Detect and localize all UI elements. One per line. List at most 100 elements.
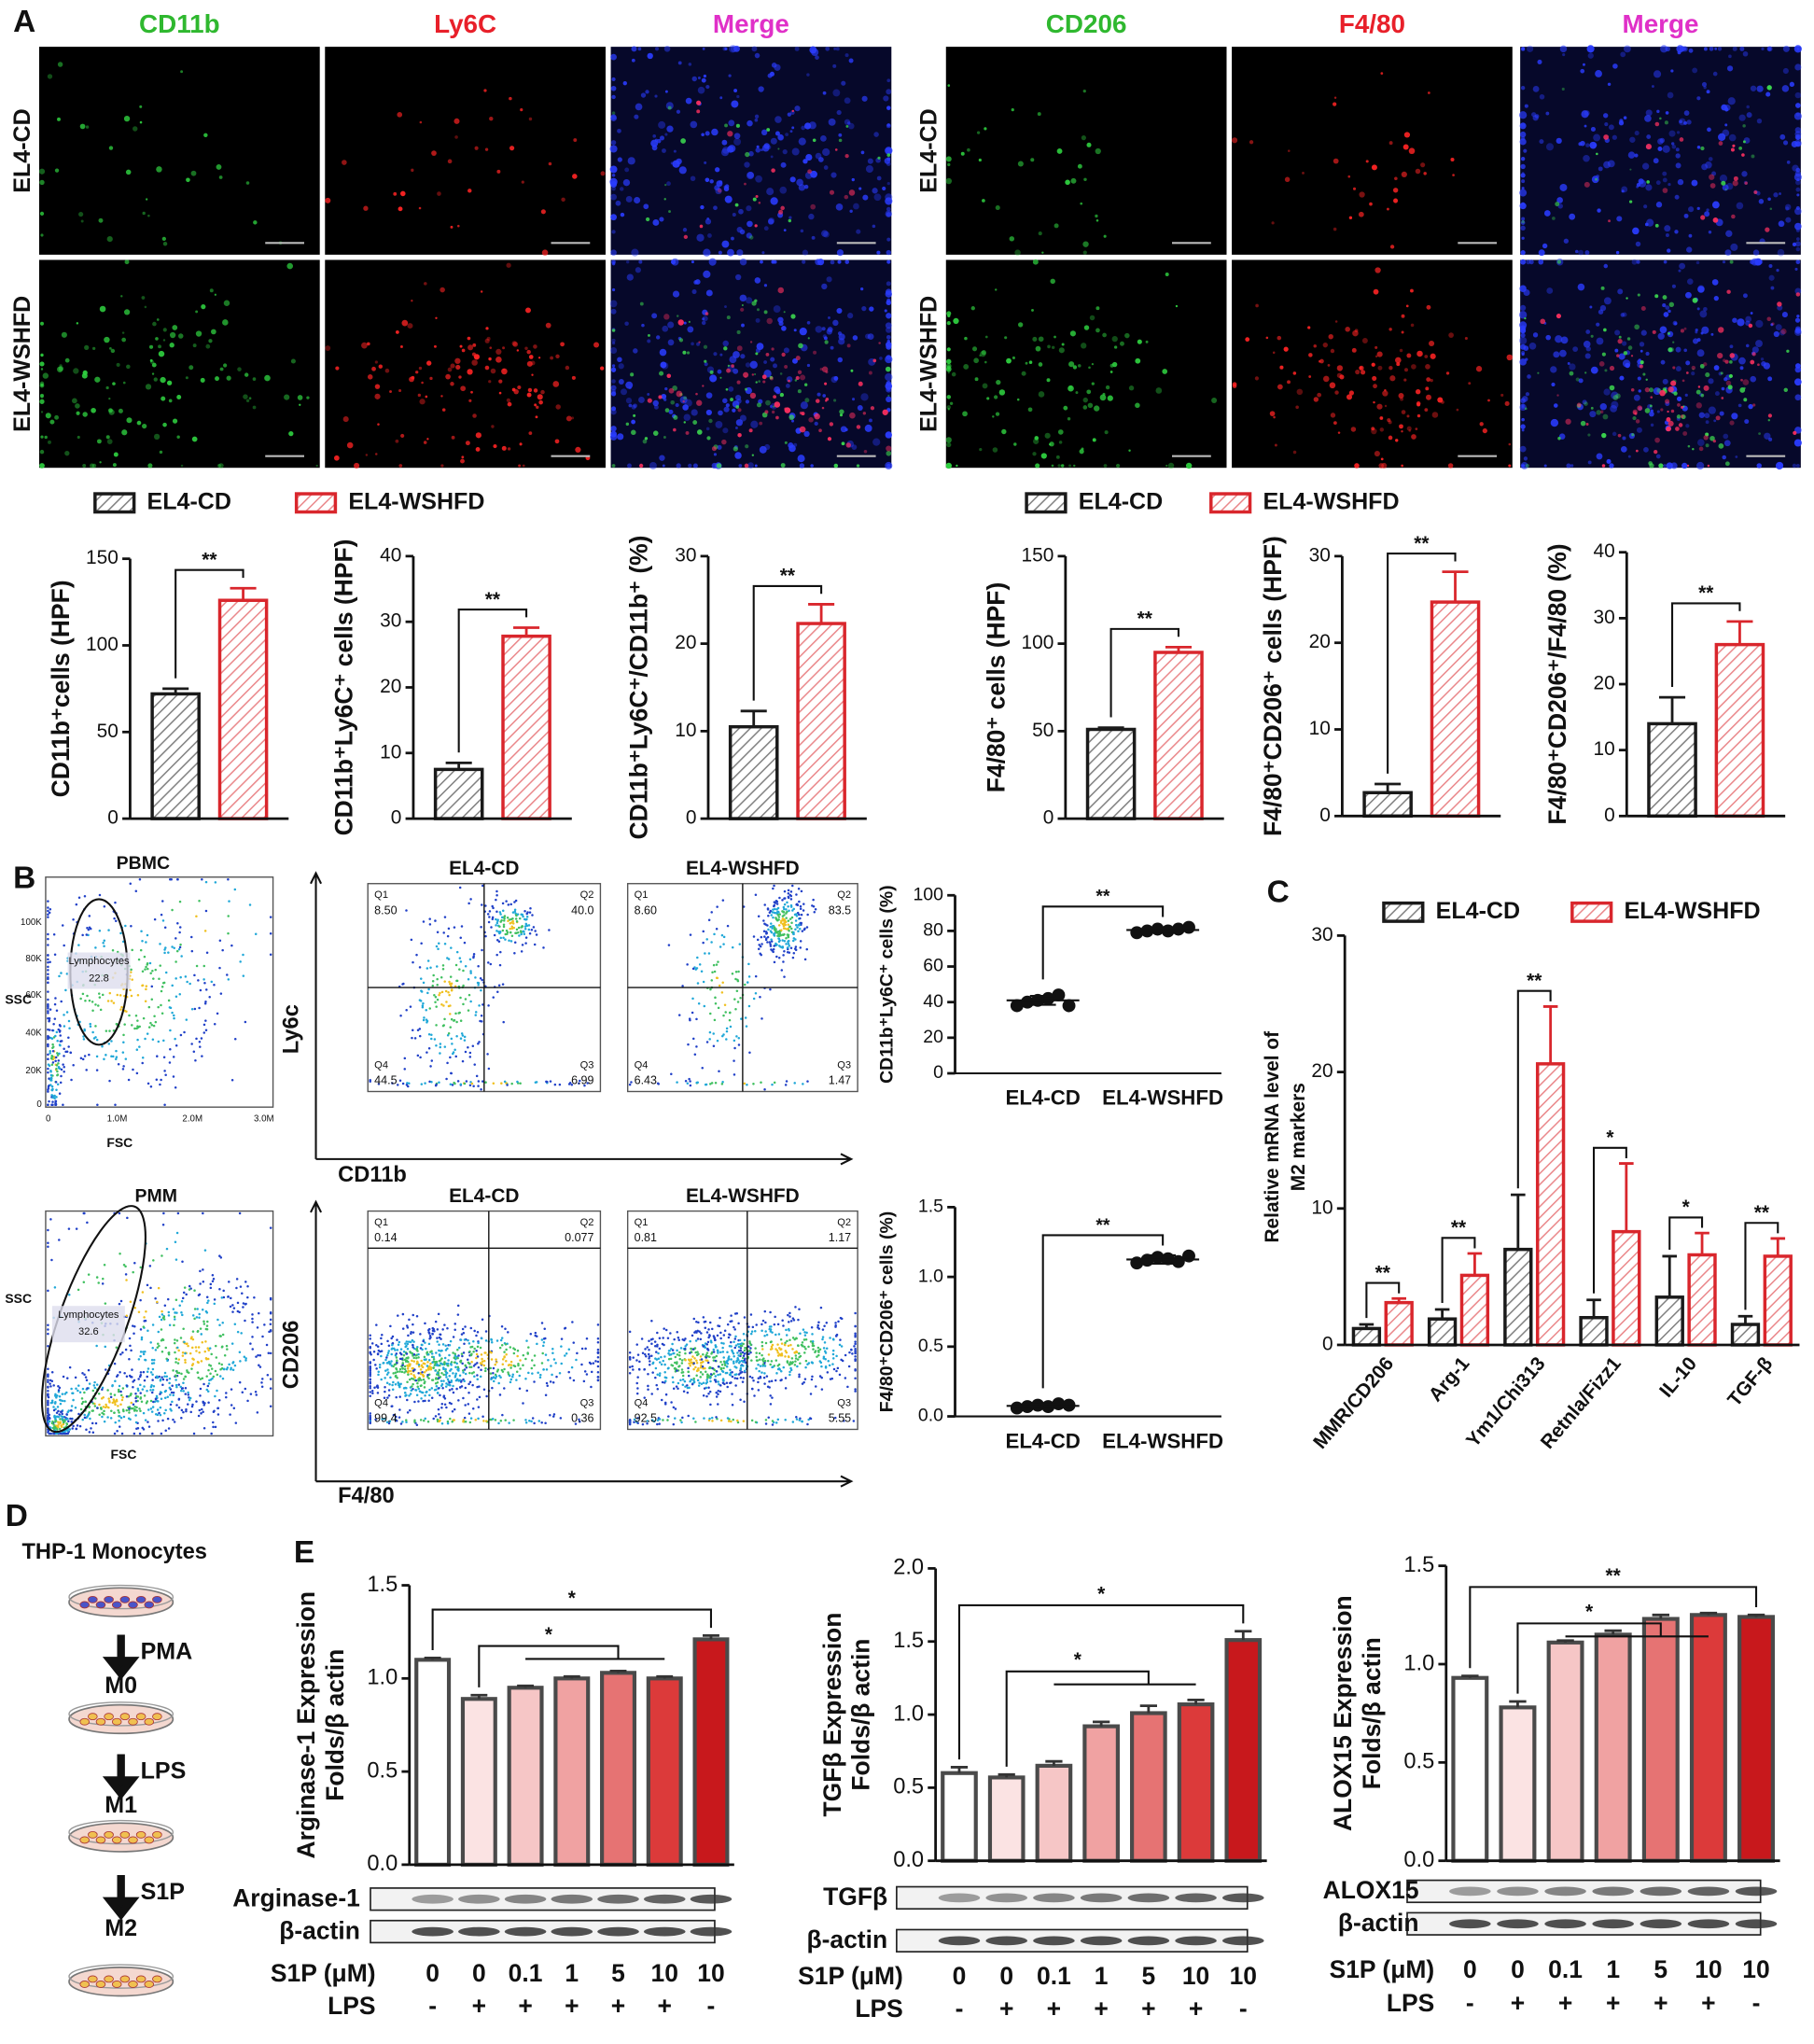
cell [673, 149, 677, 153]
event-dot [96, 1407, 99, 1409]
event-dot [58, 1394, 62, 1398]
event-dot [213, 1302, 216, 1306]
event-dot [425, 1018, 428, 1021]
cell [882, 186, 886, 191]
cell [1527, 374, 1531, 379]
event-dot [173, 1323, 175, 1327]
event-dot [134, 1421, 138, 1424]
event-dot [480, 1088, 482, 1091]
cell [1604, 122, 1609, 127]
event-dot [416, 1385, 419, 1389]
cell [705, 177, 710, 183]
cell [767, 73, 773, 78]
cell [141, 296, 146, 300]
cell [1617, 433, 1622, 438]
cell [1595, 70, 1602, 77]
cell [850, 369, 854, 372]
event-dot [139, 1354, 142, 1358]
cell [1031, 308, 1034, 312]
cell [1519, 203, 1527, 210]
event-dot [778, 913, 782, 916]
cell [1640, 349, 1643, 353]
event-dot [131, 1376, 133, 1379]
gate-label-box [51, 1306, 125, 1343]
event-dot [435, 1083, 438, 1086]
cell [1722, 184, 1729, 191]
event-dot [269, 1387, 272, 1390]
cell [748, 150, 754, 157]
event-dot [754, 992, 758, 995]
event-dot [127, 1078, 131, 1082]
event-dot [65, 1391, 68, 1394]
cell [1540, 318, 1546, 325]
cell [808, 417, 814, 423]
cell [664, 90, 668, 93]
event-dot [789, 946, 793, 950]
event-dot [168, 1377, 172, 1380]
event-dot [136, 1426, 140, 1430]
event-dot [201, 1308, 204, 1311]
event-dot [47, 969, 49, 972]
cell [1569, 213, 1576, 220]
event-dot [226, 1348, 229, 1351]
cell [815, 399, 820, 403]
event-dot [503, 1080, 507, 1084]
event-dot [522, 915, 524, 918]
event-dot [404, 1369, 408, 1373]
event-dot [181, 1260, 184, 1264]
cell [148, 344, 154, 349]
event-dot [190, 949, 194, 953]
cell [75, 403, 80, 409]
event-dot [505, 900, 508, 903]
event-dot [164, 1073, 167, 1076]
cell [696, 100, 702, 105]
cell [709, 179, 714, 184]
cell [885, 290, 892, 298]
flow-axis-label: FSC [111, 1447, 137, 1462]
event-dot [497, 940, 501, 943]
event-dot [132, 1270, 134, 1274]
cell [1768, 274, 1775, 281]
event-dot [133, 1405, 136, 1408]
event-dot [175, 1311, 178, 1314]
cell [1543, 210, 1551, 217]
cell [1792, 463, 1797, 469]
event-dot [159, 1413, 162, 1417]
event-dot [709, 987, 712, 991]
event-dot [766, 907, 770, 910]
cell [1654, 294, 1659, 299]
cell [1665, 233, 1669, 237]
event-dot [205, 1324, 209, 1327]
cell [1622, 341, 1627, 346]
cell [1073, 464, 1076, 468]
event-dot [147, 1425, 151, 1428]
cell [243, 394, 248, 399]
cell [1103, 234, 1107, 238]
event-dot [123, 1023, 126, 1026]
cell [1756, 118, 1763, 124]
event-dot [421, 1005, 425, 1009]
event-dot [198, 900, 201, 903]
event-dot [448, 980, 451, 984]
event-dot [141, 940, 144, 943]
cell [885, 322, 892, 329]
cell [635, 103, 643, 111]
cell [1697, 285, 1705, 293]
event-dot [702, 930, 705, 933]
event-dot [55, 1030, 59, 1034]
event-dot [435, 945, 439, 948]
event-dot [412, 1029, 414, 1031]
cell [740, 307, 745, 312]
event-dot [495, 939, 499, 942]
event-dot [49, 1079, 53, 1082]
cell [703, 270, 711, 278]
channel-header: Merge [713, 9, 789, 38]
cell [1671, 284, 1676, 288]
cell [40, 411, 44, 413]
event-dot [47, 1088, 49, 1092]
cell [1072, 365, 1078, 370]
flow-title: EL4-WSHFD [686, 858, 800, 879]
cell [1796, 193, 1800, 197]
event-dot [139, 1266, 143, 1269]
event-dot [168, 1381, 171, 1385]
